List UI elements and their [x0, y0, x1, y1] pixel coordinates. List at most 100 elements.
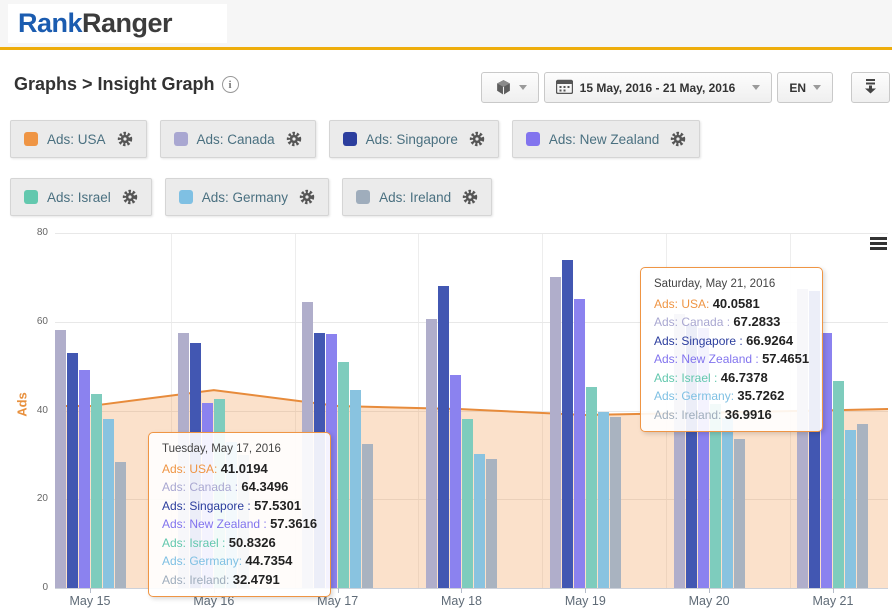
bar-ads-israel-may-21[interactable] [833, 380, 845, 588]
tooltip-series-row: Ads: New Zealand : 57.4651 [654, 350, 809, 369]
y-axis-tick-label: 20 [36, 493, 48, 505]
rankranger-logo[interactable]: RankRanger [8, 4, 227, 43]
bar-ads-israel-may-15[interactable] [90, 393, 102, 588]
bar-ads-canada-may-15[interactable] [54, 329, 66, 588]
calendar-icon [555, 79, 573, 97]
bar-ads-germany-may-15[interactable] [102, 418, 114, 588]
bar-ads-singapore-may-20[interactable] [685, 324, 697, 588]
bar-ads-israel-may-19[interactable] [585, 386, 597, 588]
legend-chip-label: Ads: Israel [47, 189, 111, 205]
tooltip-series-label: Ads: Germany [162, 554, 239, 568]
legend-chip-ads-new-zealand[interactable]: Ads: New Zealand [511, 120, 701, 158]
tooltip-series-row: Ads: Singapore : 57.5301 [162, 497, 317, 516]
tooltip-series-label: Ads: USA [162, 461, 215, 476]
bar-ads-ireland-may-18[interactable] [485, 459, 497, 588]
tooltip-series-value: 32.4791 [232, 571, 280, 587]
bar-ads-canada-may-21[interactable] [797, 289, 809, 588]
x-axis-label: May 20 [688, 594, 730, 608]
horizontal-gridline [55, 233, 888, 234]
bar-ads-germany-may-17[interactable] [350, 389, 362, 588]
bar-ads-ireland-may-17[interactable] [362, 443, 374, 588]
top-bar: RankRanger [0, 0, 892, 47]
gear-icon[interactable] [286, 131, 302, 147]
bar-ads-israel-may-20[interactable] [709, 403, 721, 588]
tooltip-series-value: 57.4651 [762, 351, 810, 366]
legend-chip-ads-ireland[interactable]: Ads: Ireland [342, 178, 493, 216]
series-color-swatch [24, 132, 38, 146]
gear-icon[interactable] [122, 189, 138, 205]
gear-icon[interactable] [299, 189, 315, 205]
bar-ads-new-zealand-may-21[interactable] [821, 333, 833, 588]
bar-ads-canada-may-18[interactable] [425, 318, 437, 588]
tooltip-separator: : [752, 352, 763, 366]
bar-ads-singapore-may-19[interactable] [561, 260, 573, 588]
bar-ads-germany-may-19[interactable] [597, 412, 609, 588]
tooltip-separator: : [723, 315, 734, 329]
info-icon[interactable]: i [221, 76, 239, 93]
y-axis-tick-label: 0 [42, 582, 48, 593]
legend-chip-ads-germany[interactable]: Ads: Germany [164, 178, 330, 216]
bar-ads-singapore-may-15[interactable] [66, 352, 78, 588]
legend-chip-ads-israel[interactable]: Ads: Israel [10, 178, 152, 216]
tooltip-series-value: 67.2833 [733, 314, 781, 329]
bar-ads-ireland-may-19[interactable] [609, 416, 621, 588]
bar-ads-israel-may-17[interactable] [338, 362, 350, 588]
bar-ads-canada-may-20[interactable] [673, 313, 685, 588]
export-download-button[interactable] [851, 72, 890, 103]
bar-ads-israel-may-18[interactable] [461, 418, 473, 588]
series-color-swatch [24, 190, 38, 204]
tooltip-separator: : [231, 480, 242, 494]
gear-icon[interactable] [117, 131, 133, 147]
bar-ads-new-zealand-may-19[interactable] [573, 298, 585, 588]
gear-icon[interactable] [462, 189, 478, 205]
logo-text: RankRanger [18, 8, 173, 39]
date-range-button[interactable]: 15 May, 2016 - 21 May, 2016 [543, 72, 773, 103]
series-color-swatch [525, 132, 540, 146]
tooltip-series-label: Ads: Canada [654, 315, 724, 329]
bar-ads-germany-may-21[interactable] [845, 429, 857, 588]
bar-ads-canada-may-19[interactable] [549, 276, 561, 588]
legend-chip-ads-canada[interactable]: Ads: Canada [159, 120, 316, 158]
x-axis-tick [337, 588, 339, 593]
tooltip-series-value: 66.9264 [746, 332, 794, 348]
tooltip-may-17: Tuesday, May 17, 2016 Ads: USA: 41.0194 A… [148, 432, 332, 597]
caret-down-icon [752, 85, 761, 90]
bar-ads-ireland-may-20[interactable] [733, 438, 745, 588]
legend-chip-ads-usa[interactable]: Ads: USA [10, 120, 147, 158]
hamburger-icon[interactable] [870, 237, 887, 252]
bar-ads-new-zealand-may-17[interactable] [326, 333, 338, 588]
tooltip-separator: : [260, 517, 271, 531]
logo-part-ranger: Ranger [82, 8, 173, 38]
download-icon [863, 78, 878, 97]
bar-ads-new-zealand-may-20[interactable] [697, 328, 709, 588]
x-axis-label: May 19 [564, 594, 606, 608]
bar-ads-new-zealand-may-15[interactable] [78, 369, 90, 588]
tooltip-separator: : [218, 535, 229, 550]
tooltip-series-value: 64.3496 [241, 479, 289, 494]
bar-ads-germany-may-18[interactable] [473, 453, 485, 588]
bar-ads-singapore-may-18[interactable] [437, 285, 449, 588]
tooltip-series-row: Ads: Canada : 67.2833 [654, 313, 809, 332]
x-axis-tick [461, 588, 463, 593]
bar-ads-germany-may-20[interactable] [721, 417, 733, 588]
logo-part-rank: Rank [18, 8, 83, 38]
legend-chip-label: Ads: Singapore [365, 131, 458, 147]
gear-icon[interactable] [670, 131, 686, 147]
gear-icon[interactable] [469, 131, 485, 147]
tooltip-series-row: Ads: New Zealand : 57.3616 [162, 515, 317, 534]
tooltip-series-value: 35.7262 [737, 388, 785, 403]
bar-ads-ireland-may-15[interactable] [114, 462, 126, 588]
tooltip-date-title: Saturday, May 21, 2016 [654, 278, 776, 290]
tooltip-separator: : [214, 461, 221, 476]
tooltip-separator: : [710, 370, 721, 385]
bar-ads-new-zealand-may-18[interactable] [449, 374, 461, 588]
language-selector-button[interactable]: EN [777, 72, 833, 103]
legend-chip-ads-singapore[interactable]: Ads: Singapore [328, 120, 499, 158]
package-selector-button[interactable] [480, 72, 539, 103]
bar-ads-singapore-may-21[interactable] [809, 291, 821, 588]
tooltip-series-value: 57.3616 [270, 516, 318, 531]
tooltip-series-label: Ads: Singapore [654, 333, 737, 348]
bar-ads-ireland-may-21[interactable] [857, 423, 869, 588]
tooltip-series-row: Ads: Israel : 46.7378 [654, 369, 809, 388]
